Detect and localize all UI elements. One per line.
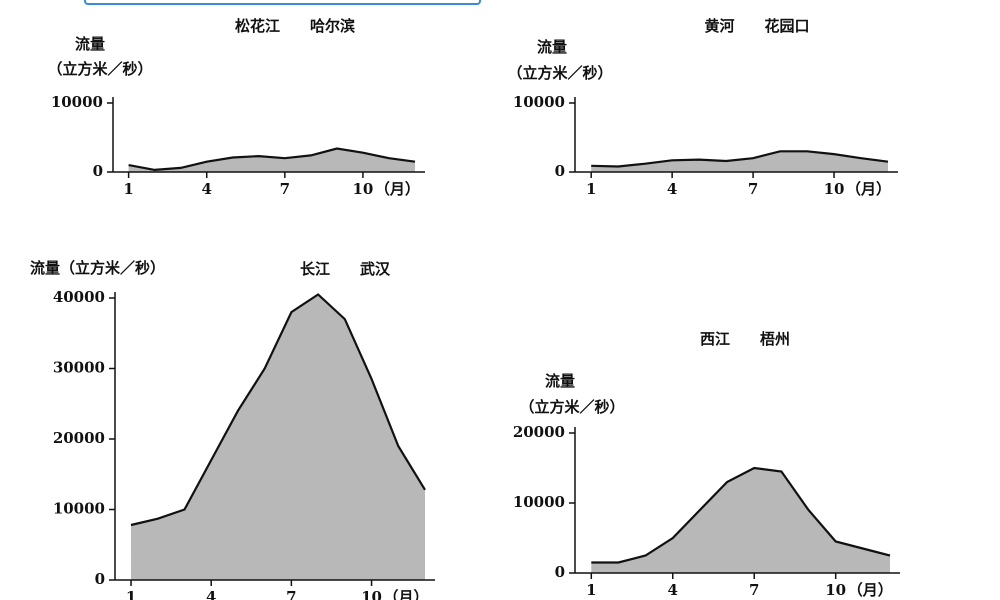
y-tick-label: 10000 [53, 500, 105, 518]
x-tick-label: 7 [280, 180, 290, 198]
x-tick-label: 4 [202, 180, 212, 198]
chart-title: 西江 梧州 [700, 330, 790, 348]
y-axis-label: （立方米／秒） [507, 64, 612, 82]
y-axis-label: （立方米／秒） [47, 60, 152, 78]
x-axis-label: （月） [384, 588, 429, 600]
area-fill [591, 468, 890, 573]
y-tick-label: 30000 [53, 359, 105, 377]
y-tick-label: 10000 [513, 493, 565, 511]
y-tick-label: 40000 [53, 288, 105, 306]
top-frame [84, 0, 481, 5]
x-tick-label: 10 [825, 581, 846, 599]
x-tick-label: 1 [126, 588, 136, 600]
area-fill [128, 148, 415, 172]
chart-title: 黄河 花园口 [704, 17, 809, 35]
x-tick-label: 10 [352, 180, 373, 198]
y-axis-label: 流量 [545, 372, 575, 390]
x-tick-label: 4 [668, 581, 678, 599]
area-line [591, 150, 889, 168]
x-tick-label: 7 [748, 180, 758, 198]
y-tick-label: 20000 [53, 429, 105, 447]
y-axis-label: 流量 [537, 38, 567, 56]
x-tick-label: 1 [586, 581, 596, 599]
area-fill [591, 151, 888, 172]
y-axis-label: （立方米／秒） [519, 398, 624, 416]
area-line [128, 147, 416, 172]
x-tick-label: 4 [667, 180, 677, 198]
y-tick-label: 20000 [513, 423, 565, 441]
chart-title: 松花江 哈尔滨 [235, 17, 355, 35]
y-tick-label: 0 [93, 162, 103, 180]
y-axis-label: 流量（立方米／秒） [30, 259, 165, 277]
chart-title: 长江 武汉 [300, 260, 391, 278]
y-tick-label: 0 [555, 162, 565, 180]
x-tick-label: 7 [749, 581, 759, 599]
x-axis-label: （月） [846, 180, 891, 198]
x-tick-label: 1 [123, 180, 133, 198]
y-axis-label: 流量 [75, 35, 105, 53]
y-tick-label: 0 [95, 570, 105, 588]
x-axis-label: （月） [375, 180, 420, 198]
x-tick-label: 4 [206, 588, 216, 600]
x-tick-label: 10 [361, 588, 382, 600]
y-tick-label: 10000 [51, 93, 103, 111]
area-fill [131, 294, 425, 580]
y-tick-label: 10000 [513, 93, 565, 111]
area-line [591, 466, 891, 564]
x-tick-label: 7 [286, 588, 296, 600]
x-axis-label: （月） [848, 581, 893, 599]
area-line [130, 293, 426, 527]
x-tick-label: 1 [586, 180, 596, 198]
x-tick-label: 10 [824, 180, 845, 198]
y-tick-label: 0 [555, 563, 565, 581]
